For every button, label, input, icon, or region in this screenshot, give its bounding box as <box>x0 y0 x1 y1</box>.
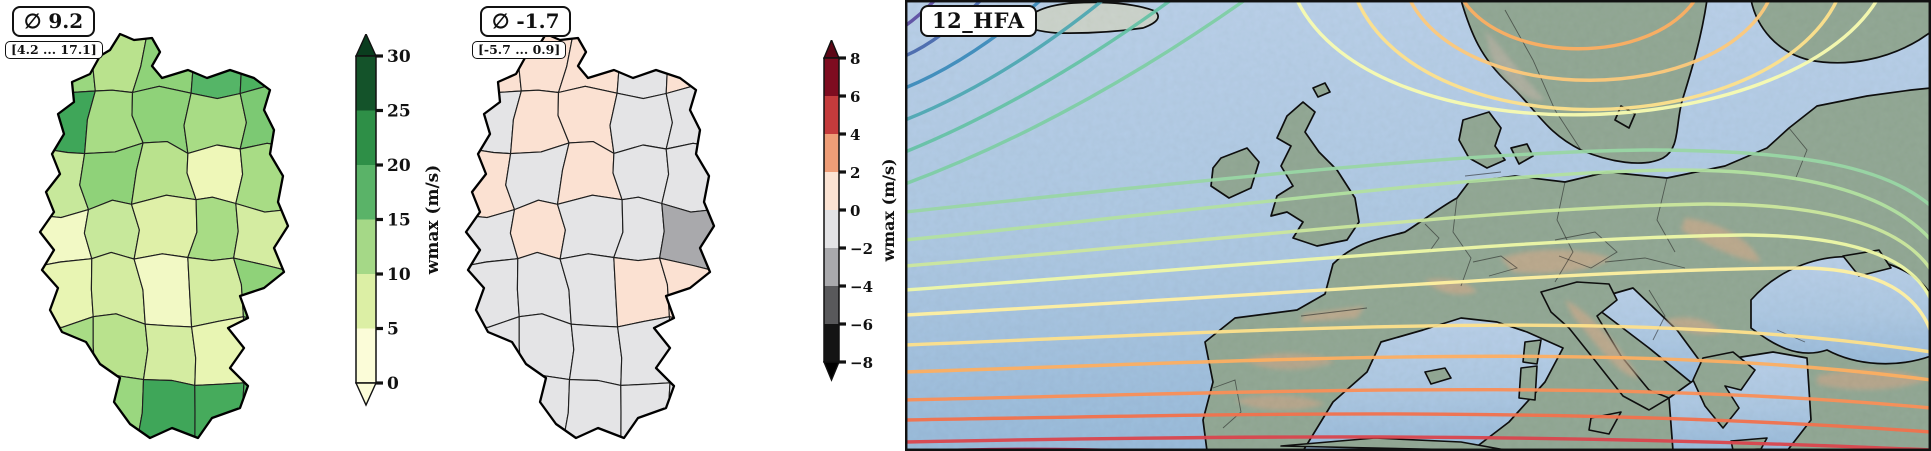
colorbar-tick-label: 10 <box>387 265 411 285</box>
range-badge-middle: [-5.7 ... 0.9] <box>472 41 567 59</box>
colorbar-tick-label: 0 <box>387 374 399 394</box>
colorbar-arrow-down <box>822 361 841 382</box>
district-region <box>659 257 714 324</box>
district-region <box>466 209 519 268</box>
colorbar-arrow-up <box>354 34 378 57</box>
district-region <box>136 379 196 438</box>
district-region <box>609 92 673 154</box>
district-region <box>668 316 714 385</box>
district-region <box>130 194 198 260</box>
colorbar-tick-label: −4 <box>850 278 873 296</box>
district-region <box>186 144 244 205</box>
colorbar-tick-label: −2 <box>850 240 873 258</box>
colorbar-tick-label: 15 <box>387 211 411 231</box>
district-region <box>556 194 624 260</box>
district-region <box>665 34 714 95</box>
district-region <box>661 142 714 213</box>
colorbar-arrow-up <box>822 40 841 59</box>
map-title-badge: 12_HFA <box>920 5 1037 37</box>
district-region <box>40 316 96 383</box>
district-region <box>183 92 247 154</box>
district-region <box>233 257 288 324</box>
colorbar-tick-label: 6 <box>850 88 860 106</box>
district-region <box>131 34 195 94</box>
district-region <box>614 34 669 100</box>
district-region <box>235 142 288 213</box>
germany-map-anomaly <box>464 32 716 440</box>
colorbar-axis-label: wmax (m/s) <box>879 158 898 262</box>
district-region <box>40 258 94 329</box>
district-region <box>466 377 522 438</box>
district-region <box>188 34 243 100</box>
colorbar-anomaly: 8 6 4 2 0 −2 −4 −6 −8 wmax (m/s) <box>822 40 898 382</box>
district-region <box>620 382 671 438</box>
mean-value-badge-middle: ∅ -1.7 <box>480 6 572 37</box>
district-region <box>92 313 149 383</box>
europe-contour-map <box>905 0 1931 451</box>
field-contours <box>905 0 1931 451</box>
colorbar-tick-label: 2 <box>850 164 860 182</box>
colorbar-tick-label: 25 <box>387 102 411 122</box>
colorbar-tick-label: 5 <box>387 320 399 340</box>
district-region <box>562 379 622 438</box>
district-region <box>612 144 670 205</box>
district-region <box>667 379 714 438</box>
colorbar-tick-label: 0 <box>850 202 860 220</box>
colorbar-tick-label: 4 <box>850 126 860 144</box>
district-region <box>557 34 621 94</box>
colorbar-tick-label: −8 <box>850 354 873 372</box>
colorbar-tick-label: 30 <box>387 47 411 67</box>
district-region <box>568 323 623 386</box>
district-region <box>509 199 566 260</box>
district-region <box>466 316 522 383</box>
district-region <box>40 377 96 438</box>
range-badge-left: [4.2 ... 17.1] <box>5 41 103 59</box>
colorbar-arrow-down <box>354 382 378 407</box>
colorbar-axis-label: wmax (m/s) <box>423 165 443 276</box>
district-region <box>194 382 245 438</box>
district-region <box>466 258 520 329</box>
district-region <box>40 209 93 268</box>
mean-value-badge-left: ∅ 9.2 <box>12 6 96 37</box>
district-region <box>239 34 288 95</box>
colorbar-tick-label: 20 <box>387 156 411 176</box>
district-region <box>242 316 288 385</box>
district-region <box>518 313 575 383</box>
colorbar-tick-label: −6 <box>850 316 873 334</box>
district-region <box>187 256 244 328</box>
colorbar-tick-label: 8 <box>850 50 860 68</box>
district-region <box>241 379 288 438</box>
district-region <box>83 199 140 260</box>
map-frame <box>905 0 1931 451</box>
colorbar-absolute: 30 25 20 15 10 5 0 wmax (m/s) <box>354 34 443 407</box>
district-region <box>142 323 197 386</box>
district-region <box>613 256 670 328</box>
germany-map-absolute <box>38 32 290 440</box>
